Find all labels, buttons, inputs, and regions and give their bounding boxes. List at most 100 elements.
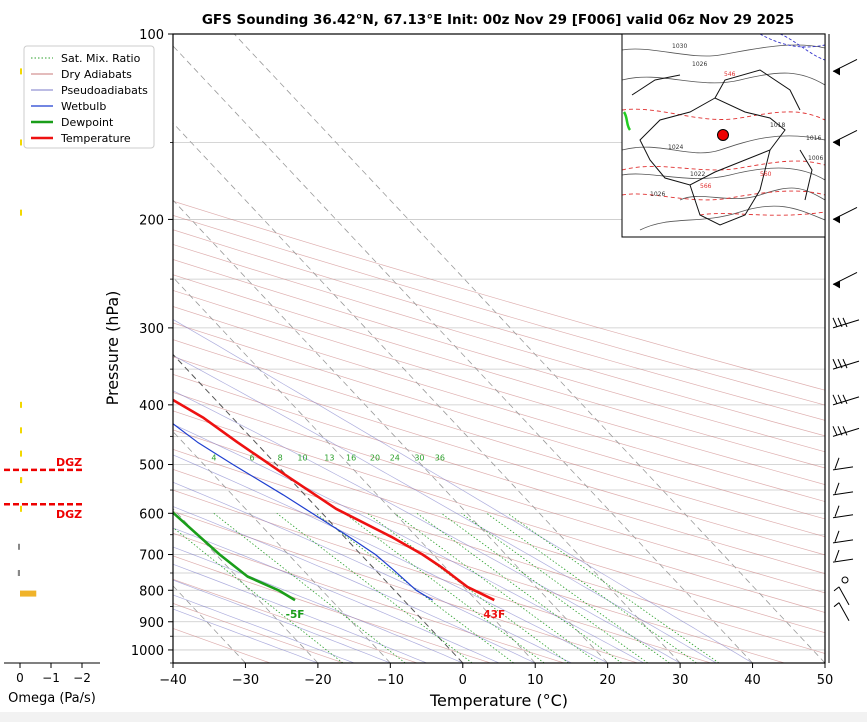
wind-barbs [828, 34, 860, 663]
barb-pennant [833, 280, 840, 289]
mix-ratio-label: 13 [324, 454, 334, 463]
mix-ratio-label: 30 [414, 454, 424, 463]
location-marker [717, 129, 729, 141]
wind-barb [832, 130, 858, 147]
barb-calm [841, 576, 849, 584]
x-axis-label: Temperature (°C) [429, 691, 568, 710]
mix-ratio-line [213, 512, 406, 663]
dry-adiabat [173, 356, 825, 556]
isotherm [173, 199, 608, 663]
y-tick-label: 100 [139, 28, 164, 43]
barb-feather [834, 482, 840, 495]
dry-adiabat [173, 229, 825, 421]
dry-adiabat [173, 489, 712, 663]
wind-barb [832, 394, 860, 406]
barb-feather [837, 426, 843, 436]
x-tick-label: 10 [527, 673, 544, 688]
omega-bar [18, 543, 20, 550]
legend-label-dewpoint: Dewpoint [61, 116, 114, 129]
chart-title: GFS Sounding 36.42°N, 67.13°E Init: 00z … [202, 12, 794, 28]
isotherm [173, 45, 753, 663]
omega-bar [20, 427, 22, 434]
barb-feather [832, 358, 838, 369]
barb-staff [832, 558, 854, 563]
barb-pennant [833, 215, 840, 224]
wind-barb [833, 586, 850, 606]
mix-ratio-line [507, 512, 720, 663]
mix-ratio-label: 6 [250, 454, 255, 463]
isobar-label: 1022 [690, 171, 705, 178]
barb-feather [837, 358, 843, 369]
y-tick-label: 400 [139, 399, 164, 414]
series-line-wetbulb [173, 422, 434, 601]
isobar-label: 1030 [672, 43, 687, 50]
pseudoadiabat [173, 506, 536, 663]
isotherm [173, 508, 319, 663]
dry-adiabat [173, 214, 825, 406]
omega-axis-label: Omega (Pa/s) [8, 691, 96, 706]
barb-feather [833, 602, 840, 608]
mix-ratio-line [173, 527, 344, 663]
barb-feather [842, 358, 848, 369]
dry-adiabat [173, 244, 825, 437]
barb-pennant [833, 67, 840, 76]
y-tick-label: 700 [139, 549, 164, 564]
inset-map: 1030 1026 1018 1016 1024 1022 1006 1026 … [621, 33, 826, 238]
pseudoadiabat [173, 594, 355, 663]
y-tick-label: 300 [139, 322, 164, 337]
x-tick-label: 20 [599, 673, 616, 688]
surface-temperature-label: 43F [483, 609, 505, 621]
isobar-label: 546 [724, 71, 736, 78]
pseudoadiabat [173, 319, 753, 663]
pseudoadiabat [173, 390, 681, 663]
y-tick-label: 800 [139, 584, 164, 599]
barb-staff [832, 491, 854, 496]
mix-ratio-label: 20 [370, 454, 380, 463]
isotherm-zero [173, 353, 464, 663]
legend-label-mixratio: Sat. Mix. Ratio [61, 52, 141, 65]
isotherm [173, 276, 536, 663]
wind-barb [832, 549, 854, 563]
x-tick-label: −20 [304, 673, 331, 688]
y-axis-label: Pressure (hPa) [103, 291, 122, 406]
omega-bar [20, 209, 22, 216]
wind-barb [832, 206, 858, 224]
barb-feather [832, 317, 838, 328]
omega-bar [20, 450, 22, 457]
y-tick-label: 1000 [131, 644, 164, 659]
dry-adiabat [173, 200, 825, 391]
y-tick-label: 900 [139, 616, 164, 631]
wind-barb [832, 58, 858, 76]
wind-barb [832, 457, 854, 471]
omega-panel: 0 −1 −2 Omega (Pa/s) [4, 68, 100, 706]
legend-label-wetbulb: Wetbulb [61, 100, 106, 113]
pseudoadiabat [173, 527, 500, 663]
dgz-label: DGZ [56, 508, 82, 521]
barb-feather [842, 317, 848, 328]
omega-bar [20, 505, 22, 512]
barb-staff [832, 514, 854, 519]
y-tick-label: 500 [139, 459, 164, 474]
isotherm [173, 122, 681, 663]
dry-adiabat [173, 259, 825, 453]
pseudoadiabat [173, 481, 572, 663]
isobar-label: 1026 [692, 61, 707, 68]
x-tick-label: 40 [744, 673, 761, 688]
wind-barb [832, 358, 860, 370]
wind-barb [832, 426, 860, 437]
wind-barb [841, 576, 849, 584]
mix-ratio-label: 24 [390, 454, 400, 463]
pseudoadiabat [173, 546, 463, 663]
barb-feather [842, 394, 848, 405]
mix-ratio-label: 10 [297, 454, 307, 463]
dgz-label: DGZ [56, 456, 82, 469]
mix-ratio-label: 16 [346, 454, 356, 463]
y-tick-label: 200 [139, 213, 164, 228]
barb-feather [834, 549, 840, 562]
barb-feather [837, 394, 843, 405]
barb-pennant [833, 138, 840, 147]
pseudoadiabat [173, 423, 645, 663]
x-tick-label: 30 [672, 673, 689, 688]
